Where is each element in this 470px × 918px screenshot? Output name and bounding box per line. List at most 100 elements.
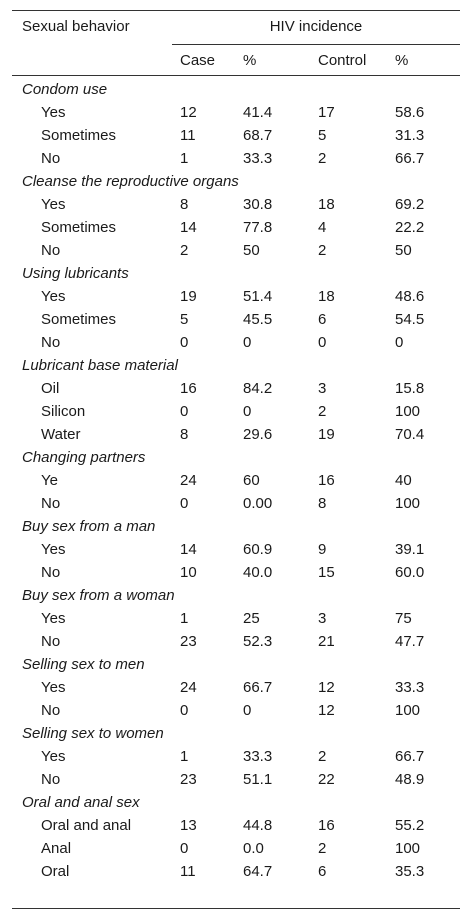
control-value: 5 xyxy=(318,127,327,144)
control-pct: 0 xyxy=(395,334,404,351)
case-value: 11 xyxy=(180,863,196,880)
control-pct: 58.6 xyxy=(395,104,425,121)
case-value: 19 xyxy=(180,288,197,305)
group-title: Oral and anal sex xyxy=(22,794,140,811)
table-row: No 0 0.00 8 100 xyxy=(12,492,460,515)
case-pct: 41.4 xyxy=(243,104,273,121)
control-pct: 66.7 xyxy=(395,150,425,167)
control-value: 0 xyxy=(318,334,327,351)
control-value: 22 xyxy=(318,771,335,788)
control-value: 4 xyxy=(318,219,327,236)
case-pct: 0.0 xyxy=(243,840,264,857)
row-label: No xyxy=(41,564,61,581)
case-pct: 30.8 xyxy=(243,196,273,213)
header-group: HIV incidence xyxy=(269,18,363,35)
case-pct: 33.3 xyxy=(243,150,273,167)
row-label: Yes xyxy=(41,541,66,558)
table-body: Condom use Yes 12 41.4 17 58.6 Sometimes 11 68.7… xyxy=(12,78,460,883)
row-label: Yes xyxy=(41,288,66,305)
case-value: 23 xyxy=(180,771,197,788)
row-label: No xyxy=(41,702,61,719)
control-pct: 69.2 xyxy=(395,196,425,213)
table-row: No 0 0 0 0 xyxy=(12,331,460,354)
control-pct: 48.9 xyxy=(395,771,425,788)
case-value: 13 xyxy=(180,817,197,834)
case-value: 0 xyxy=(180,702,189,719)
case-value: 14 xyxy=(180,219,197,236)
table-row: Anal 0 0.0 2 100 xyxy=(12,837,460,860)
row-label: Water xyxy=(41,426,81,443)
row-label: No xyxy=(41,334,61,351)
row-label: Yes xyxy=(41,679,66,696)
control-value: 2 xyxy=(318,403,327,420)
case-value: 8 xyxy=(180,196,189,213)
control-pct: 40 xyxy=(395,472,412,489)
table-row: Yes 19 51.4 18 48.6 xyxy=(12,285,460,308)
control-pct: 55.2 xyxy=(395,817,425,834)
control-pct: 100 xyxy=(395,702,421,719)
table-row: Yes 8 30.8 18 69.2 xyxy=(12,193,460,216)
control-value: 16 xyxy=(318,472,335,489)
case-pct: 44.8 xyxy=(243,817,273,834)
control-value: 21 xyxy=(318,633,335,650)
case-pct: 84.2 xyxy=(243,380,273,397)
table-row: Water 8 29.6 19 70.4 xyxy=(12,423,460,446)
table-row: Sometimes 14 77.8 4 22.2 xyxy=(12,216,460,239)
col-header-control-pct: % xyxy=(395,52,409,69)
case-pct: 50 xyxy=(243,242,260,259)
row-label: Silicon xyxy=(41,403,86,420)
case-value: 16 xyxy=(180,380,197,397)
table-row: Sometimes 11 68.7 5 31.3 xyxy=(12,124,460,147)
control-pct: 100 xyxy=(395,840,421,857)
row-label: Anal xyxy=(41,840,72,857)
table-row: Oil 16 84.2 3 15.8 xyxy=(12,377,460,400)
case-value: 8 xyxy=(180,426,189,443)
group-title: Selling sex to women xyxy=(22,725,164,742)
case-pct: 0 xyxy=(243,403,252,420)
case-pct: 0 xyxy=(243,334,252,351)
table-row: No 10 40.0 15 60.0 xyxy=(12,561,460,584)
control-pct: 70.4 xyxy=(395,426,425,443)
table-row: No 23 52.3 21 47.7 xyxy=(12,630,460,653)
case-pct: 29.6 xyxy=(243,426,273,443)
row-label: Ye xyxy=(41,472,58,489)
case-value: 24 xyxy=(180,679,197,696)
case-value: 1 xyxy=(180,610,189,627)
table-row: Yes 14 60.9 9 39.1 xyxy=(12,538,460,561)
case-value: 10 xyxy=(180,564,197,581)
table-row: Yes 24 66.7 12 33.3 xyxy=(12,676,460,699)
control-value: 9 xyxy=(318,541,327,558)
row-label: Sometimes xyxy=(41,219,117,236)
table-row: Ye 24 60 16 40 xyxy=(12,469,460,492)
row-label: No xyxy=(41,633,61,650)
row-label: Yes xyxy=(41,610,66,627)
group-title: Cleanse the reproductive organs xyxy=(22,173,239,190)
row-label: No xyxy=(41,150,61,167)
group-title: Condom use xyxy=(22,81,108,98)
case-value: 1 xyxy=(180,150,189,167)
case-value: 0 xyxy=(180,334,189,351)
case-pct: 66.7 xyxy=(243,679,273,696)
table-row: Oral 11 64.7 6 35.3 xyxy=(12,860,460,883)
row-label: Oral and anal xyxy=(41,817,132,834)
control-value: 16 xyxy=(318,817,335,834)
col-header-control: Control xyxy=(318,52,367,69)
table-row: Sometimes 5 45.5 6 54.5 xyxy=(12,308,460,331)
header-label: Sexual behavior xyxy=(22,18,130,35)
control-value: 8 xyxy=(318,495,327,512)
table-row: No 23 51.1 22 48.9 xyxy=(12,768,460,791)
control-value: 3 xyxy=(318,610,327,627)
case-pct: 60 xyxy=(243,472,260,489)
control-value: 3 xyxy=(318,380,327,397)
control-pct: 66.7 xyxy=(395,748,425,765)
control-pct: 35.3 xyxy=(395,863,425,880)
control-value: 2 xyxy=(318,748,327,765)
row-label: Yes xyxy=(41,748,66,765)
case-value: 14 xyxy=(180,541,197,558)
control-value: 6 xyxy=(318,863,327,880)
control-value: 18 xyxy=(318,196,335,213)
table-row: Yes 1 25 3 75 xyxy=(12,607,460,630)
group-title: Buy sex from a man xyxy=(22,518,156,535)
control-pct: 60.0 xyxy=(395,564,425,581)
header-rule xyxy=(12,75,460,76)
